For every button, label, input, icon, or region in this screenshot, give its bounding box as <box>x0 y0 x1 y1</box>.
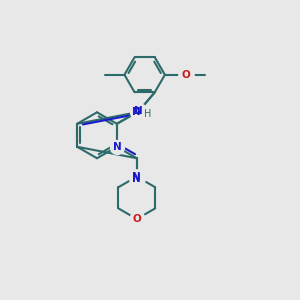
Text: H: H <box>144 109 151 119</box>
Text: N: N <box>112 142 121 152</box>
Text: O: O <box>181 70 190 80</box>
Text: N: N <box>132 172 141 182</box>
Text: N: N <box>132 107 141 117</box>
Text: O: O <box>132 214 141 224</box>
Text: N: N <box>132 174 141 184</box>
Text: N: N <box>134 106 143 116</box>
